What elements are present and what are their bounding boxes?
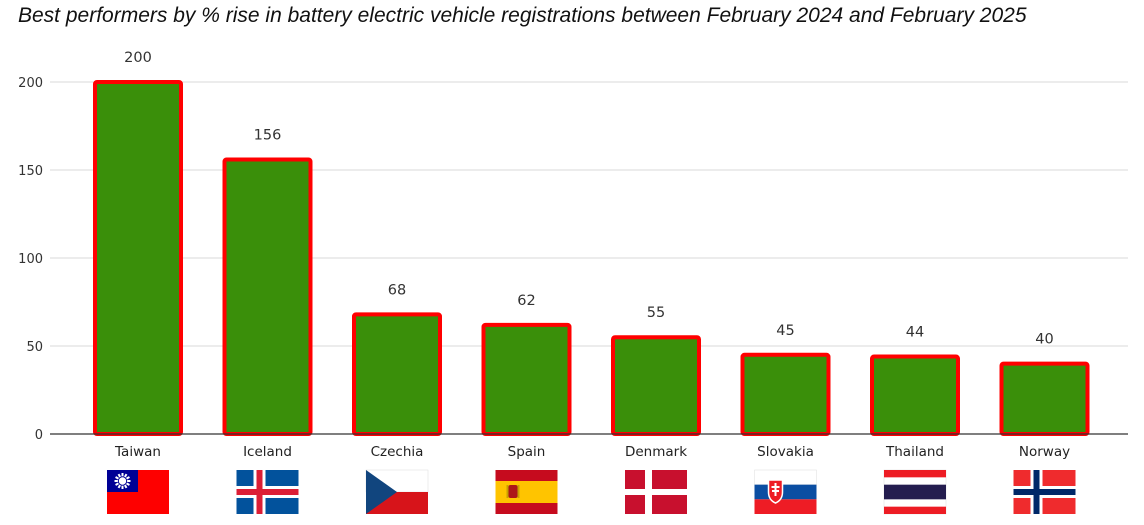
category-label-taiwan: Taiwan xyxy=(114,444,161,460)
denmark-flag xyxy=(625,470,687,514)
norway-flag xyxy=(1013,470,1076,514)
category-label-denmark: Denmark xyxy=(625,444,687,460)
y-tick-label: 50 xyxy=(26,340,43,355)
iceland-flag xyxy=(236,470,299,514)
bar-thailand xyxy=(870,354,960,436)
value-label-thailand: 44 xyxy=(906,325,924,341)
value-label-spain: 62 xyxy=(517,293,535,309)
value-label-norway: 40 xyxy=(1035,332,1053,348)
bar-slovakia xyxy=(740,352,831,436)
value-label-iceland: 156 xyxy=(254,127,282,143)
value-label-czechia: 68 xyxy=(388,282,406,298)
category-label-czechia: Czechia xyxy=(371,444,424,460)
value-label-denmark: 55 xyxy=(647,305,665,321)
taiwan-flag xyxy=(107,470,169,514)
chart-title: Best performers by % rise in battery ele… xyxy=(18,4,1027,27)
category-label-slovakia: Slovakia xyxy=(757,444,814,460)
bar-norway xyxy=(999,361,1090,437)
bar-denmark xyxy=(611,335,701,437)
y-tick-label: 150 xyxy=(18,164,43,179)
category-label-thailand: Thailand xyxy=(885,444,944,460)
bar-czechia xyxy=(352,312,442,437)
bar-spain xyxy=(481,322,572,437)
value-label-slovakia: 45 xyxy=(776,323,794,339)
category-label-spain: Spain xyxy=(508,444,546,460)
thailand-flag xyxy=(883,469,947,515)
spain-flag xyxy=(495,470,558,514)
category-label-iceland: Iceland xyxy=(243,444,292,460)
value-label-taiwan: 200 xyxy=(124,50,152,66)
y-tick-label: 200 xyxy=(18,76,43,91)
bar-iceland xyxy=(222,157,313,436)
category-label-norway: Norway xyxy=(1019,444,1070,460)
bar-taiwan xyxy=(93,80,183,436)
y-tick-label: 0 xyxy=(35,428,43,443)
y-tick-label: 100 xyxy=(18,252,43,267)
slovakia-flag xyxy=(754,469,817,514)
czechia-flag xyxy=(365,469,429,514)
